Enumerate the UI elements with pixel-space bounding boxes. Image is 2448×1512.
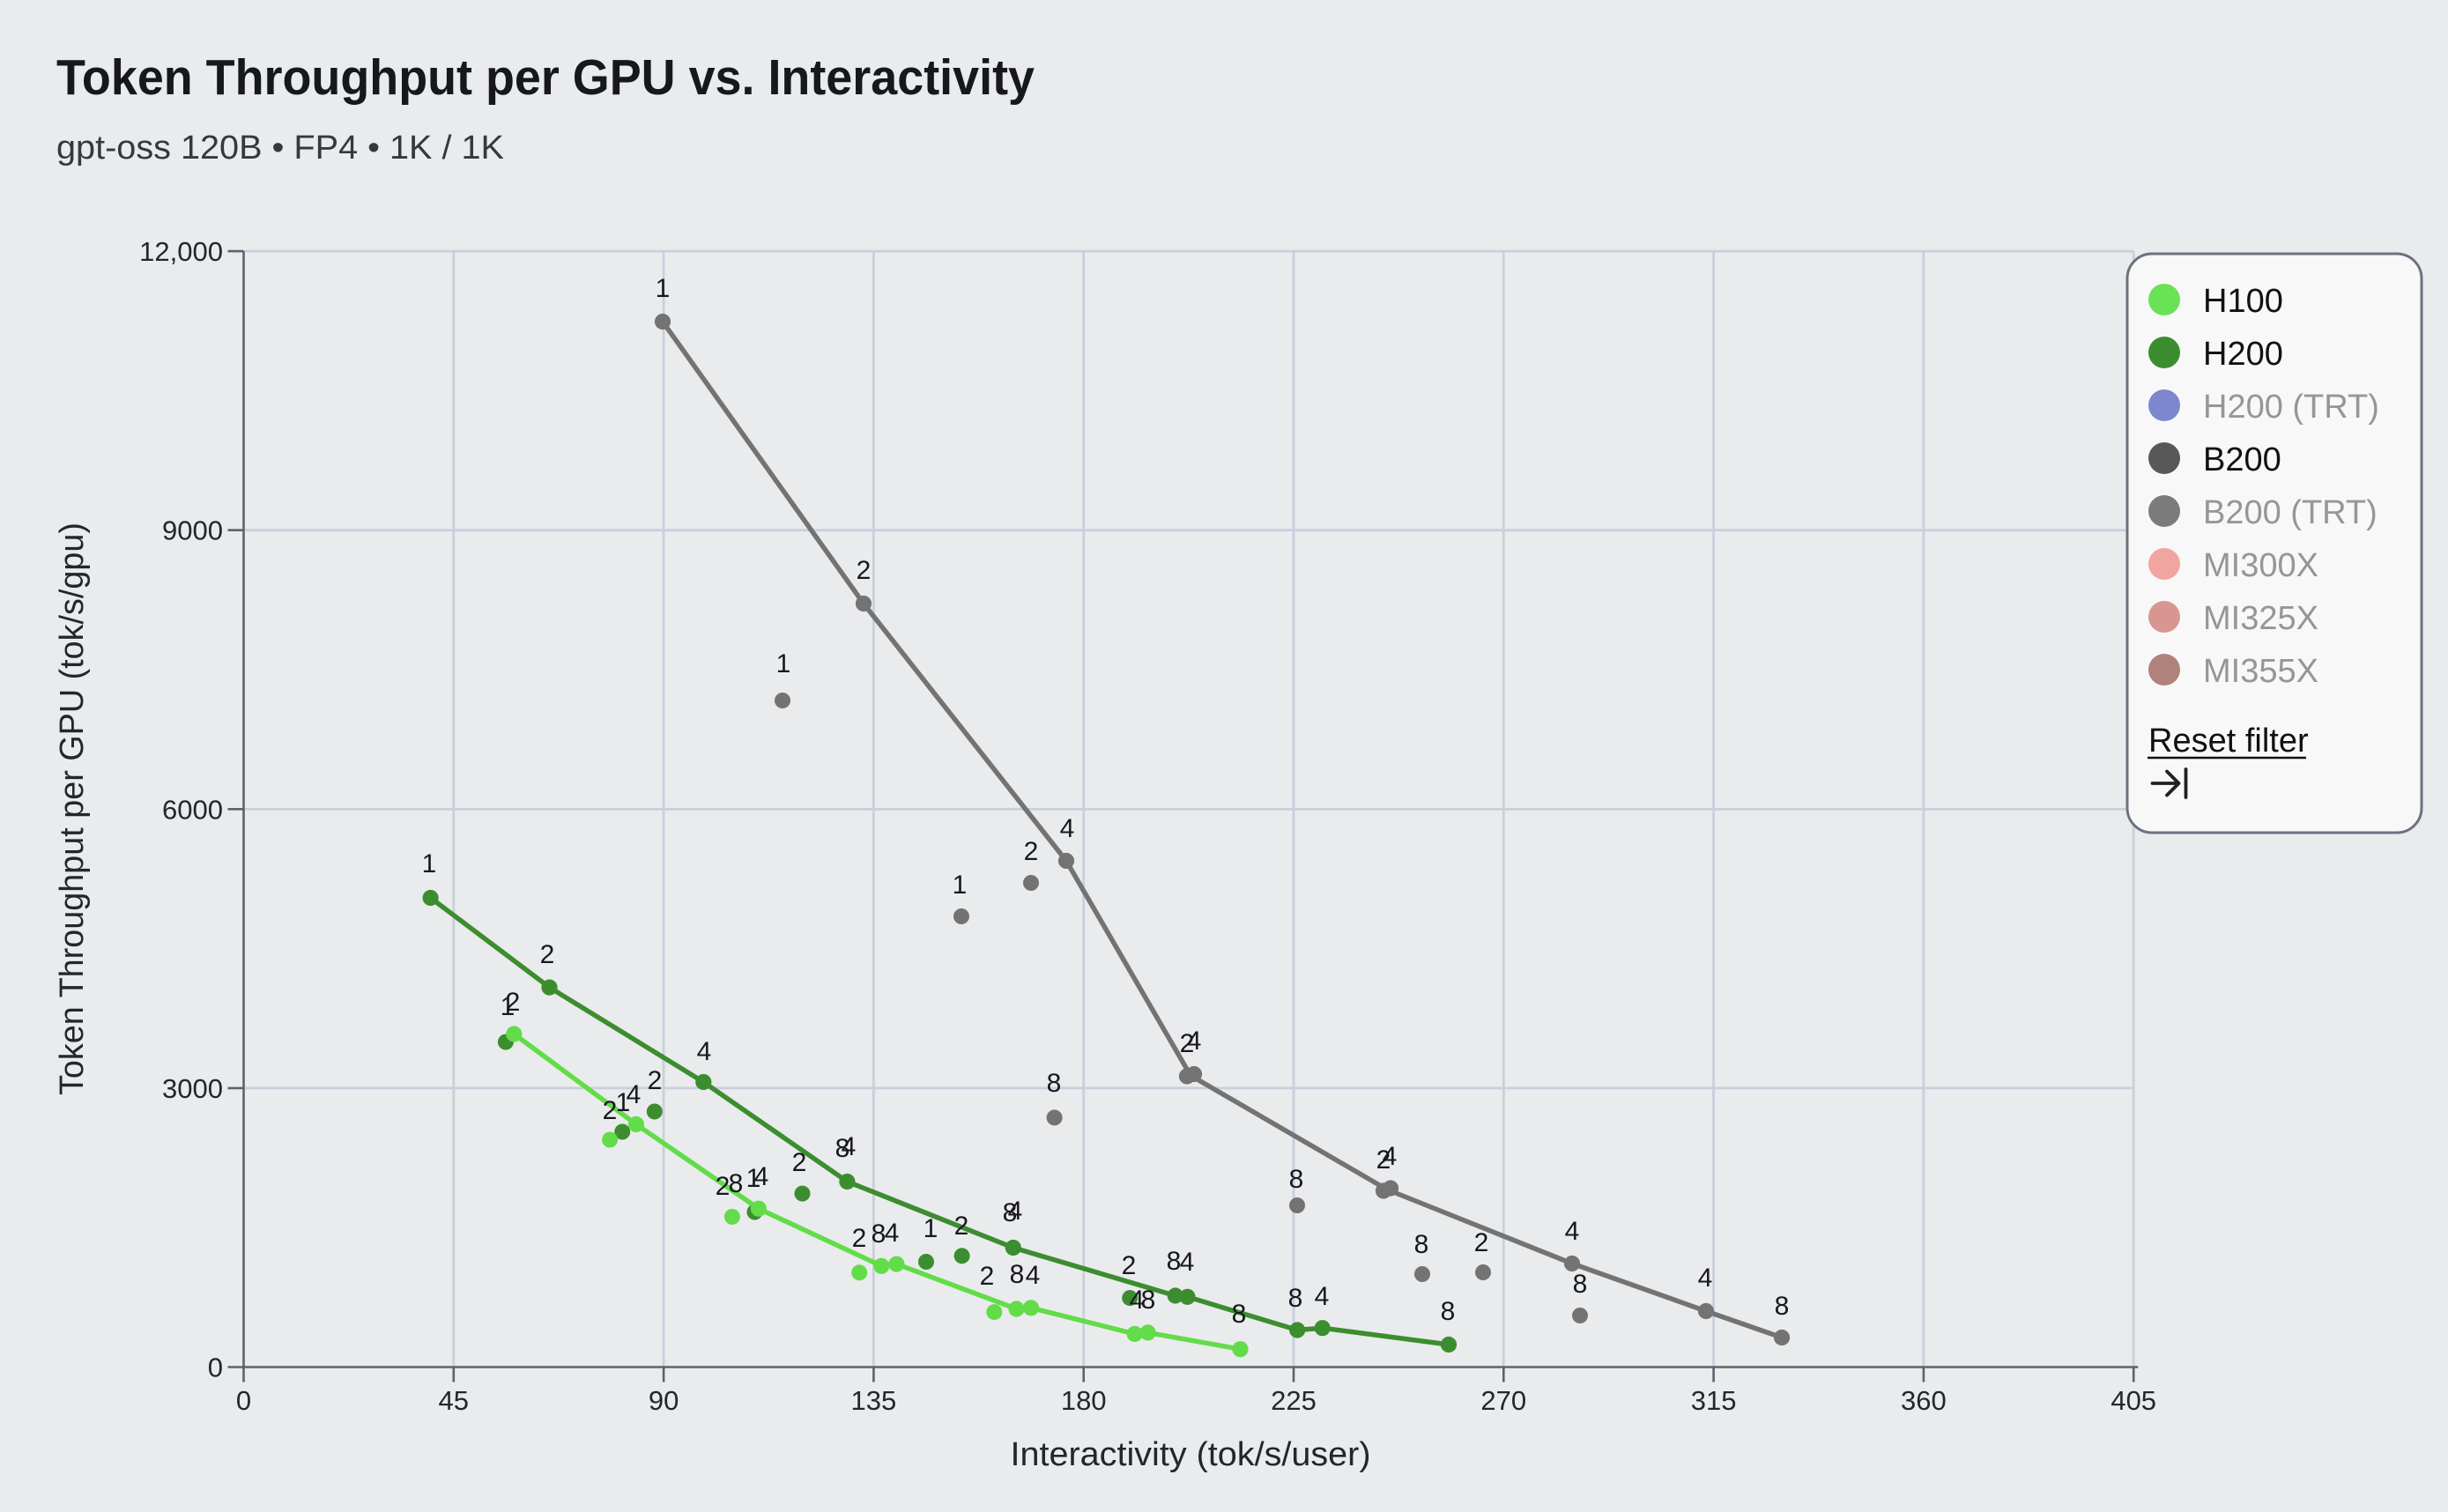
svg-text:12,000: 12,000 [139,236,223,267]
svg-text:MI300X: MI300X [2203,547,2318,584]
svg-text:4: 4 [1698,1264,1713,1293]
svg-text:4: 4 [885,1219,900,1248]
svg-text:4: 4 [754,1162,769,1191]
svg-text:2: 2 [954,1212,969,1241]
svg-text:8: 8 [1289,1165,1304,1194]
svg-text:8: 8 [1288,1284,1303,1313]
svg-text:2: 2 [1122,1251,1137,1280]
svg-text:8: 8 [729,1169,744,1198]
svg-text:45: 45 [439,1385,469,1416]
svg-text:H200 (TRT): H200 (TRT) [2203,389,2379,426]
svg-text:8: 8 [1232,1300,1247,1329]
svg-text:1: 1 [924,1214,938,1243]
svg-text:1: 1 [616,1088,631,1117]
svg-text:Interactivity (tok/s/user): Interactivity (tok/s/user) [1011,1436,1371,1473]
svg-text:2: 2 [792,1148,807,1177]
svg-text:315: 315 [1691,1385,1737,1416]
svg-text:1: 1 [746,1164,761,1193]
svg-text:2: 2 [603,1096,618,1125]
svg-text:8: 8 [1047,1069,1062,1098]
svg-text:1: 1 [656,274,671,303]
svg-text:8: 8 [1775,1292,1790,1321]
svg-text:9000: 9000 [162,515,223,546]
svg-text:4: 4 [697,1037,712,1066]
svg-text:4: 4 [1565,1217,1580,1246]
svg-text:4: 4 [842,1132,857,1161]
svg-text:8: 8 [835,1134,850,1163]
svg-text:Token Throughput per GPU vs. I: Token Throughput per GPU vs. Interactivi… [56,49,1035,106]
svg-text:1: 1 [501,992,516,1021]
svg-text:2: 2 [1180,1029,1195,1058]
svg-text:2: 2 [1024,837,1039,866]
svg-text:B200 (TRT): B200 (TRT) [2203,494,2378,531]
svg-text:0: 0 [236,1385,251,1416]
svg-text:4: 4 [1315,1282,1330,1311]
svg-text:8: 8 [1003,1198,1018,1227]
svg-text:4: 4 [1026,1261,1041,1290]
svg-text:8: 8 [1010,1260,1025,1289]
svg-text:2: 2 [506,988,521,1017]
svg-text:gpt-oss 120B • FP4 • 1K / 1K: gpt-oss 120B • FP4 • 1K / 1K [56,130,504,167]
svg-text:1: 1 [953,871,968,900]
svg-text:180: 180 [1061,1385,1107,1416]
svg-text:8: 8 [1441,1297,1456,1326]
svg-text:270: 270 [1480,1385,1526,1416]
svg-text:4: 4 [1130,1286,1145,1315]
svg-text:8: 8 [872,1219,886,1249]
svg-text:3000: 3000 [162,1073,223,1104]
svg-text:2: 2 [857,556,872,585]
svg-text:135: 135 [851,1385,897,1416]
svg-text:2: 2 [980,1262,995,1291]
svg-text:225: 225 [1271,1385,1317,1416]
svg-text:2: 2 [540,940,555,969]
svg-text:H200: H200 [2203,336,2283,373]
svg-text:2: 2 [1474,1228,1489,1257]
svg-text:8: 8 [1167,1247,1182,1276]
svg-text:8: 8 [1141,1286,1156,1315]
svg-text:2: 2 [852,1224,867,1253]
svg-text:2: 2 [716,1172,731,1201]
svg-text:MI325X: MI325X [2203,600,2318,637]
svg-text:4: 4 [1060,814,1075,843]
svg-text:4: 4 [1008,1197,1023,1226]
svg-text:4: 4 [1187,1027,1202,1056]
svg-text:4: 4 [1180,1248,1195,1277]
svg-text:2: 2 [648,1066,663,1095]
svg-text:Reset filter: Reset filter [2148,723,2309,760]
svg-text:H100: H100 [2203,283,2283,320]
svg-text:1: 1 [422,849,437,878]
svg-text:2: 2 [1376,1145,1391,1175]
svg-text:405: 405 [2110,1385,2156,1416]
svg-text:90: 90 [649,1385,679,1416]
svg-text:360: 360 [1901,1385,1947,1416]
svg-text:MI355X: MI355X [2203,653,2318,690]
svg-text:B200: B200 [2203,441,2281,478]
svg-text:8: 8 [1573,1270,1588,1299]
svg-text:8: 8 [1414,1230,1429,1259]
svg-text:Token Throughput per GPU (tok/: Token Throughput per GPU (tok/s/gpu) [54,523,91,1095]
svg-text:6000: 6000 [162,794,223,825]
svg-text:4: 4 [1383,1142,1398,1171]
svg-text:0: 0 [208,1353,223,1383]
svg-text:1: 1 [776,649,791,678]
svg-text:4: 4 [627,1080,642,1109]
